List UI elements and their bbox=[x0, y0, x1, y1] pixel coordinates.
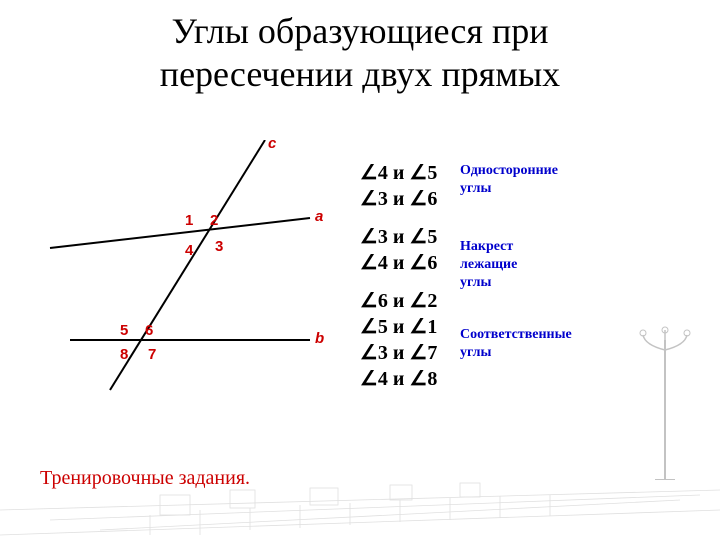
angle-group: ∠3 и ∠5∠4 и ∠6Накрест лежащие углы bbox=[360, 224, 437, 276]
diagram-svg bbox=[20, 140, 340, 400]
angle-group: ∠6 и ∠2∠5 и ∠1∠3 и ∠7∠4 и ∠8Соответствен… bbox=[360, 288, 437, 392]
angle-pair: ∠5 и ∠1 bbox=[360, 314, 437, 340]
title-line-2: пересечении двух прямых bbox=[160, 54, 560, 94]
line-a bbox=[50, 218, 310, 248]
angle-label-1: 1 bbox=[185, 212, 193, 229]
category-label: Соответственные углы bbox=[460, 326, 572, 362]
line-label-c: c bbox=[268, 135, 276, 152]
category-label: Накрест лежащие углы bbox=[460, 238, 517, 293]
angle-pair: ∠6 и ∠2 bbox=[360, 288, 437, 314]
category-label: Односторонние углы bbox=[460, 162, 558, 198]
angle-pair: ∠3 и ∠5 bbox=[360, 224, 437, 250]
angle-label-6: 6 bbox=[145, 322, 153, 339]
angle-pair: ∠4 и ∠6 bbox=[360, 250, 437, 276]
angle-list: ∠4 и ∠5∠3 и ∠6Односторонние углы∠3 и ∠5∠… bbox=[360, 160, 437, 404]
angle-pair: ∠3 и ∠7 bbox=[360, 340, 437, 366]
angle-label-2: 2 bbox=[210, 212, 218, 229]
angle-pair: ∠4 и ∠5 bbox=[360, 160, 437, 186]
angle-label-7: 7 bbox=[148, 346, 156, 363]
city-decoration-icon bbox=[0, 440, 720, 540]
angle-label-3: 3 bbox=[215, 238, 223, 255]
angle-label-4: 4 bbox=[185, 242, 193, 259]
angle-pair: ∠4 и ∠8 bbox=[360, 366, 437, 392]
angle-pair: ∠3 и ∠6 bbox=[360, 186, 437, 212]
line-label-a: a bbox=[315, 208, 323, 225]
angle-label-8: 8 bbox=[120, 346, 128, 363]
line-c bbox=[110, 140, 265, 390]
title-line-1: Углы образующиеся при bbox=[172, 11, 549, 51]
geometry-diagram: a b c 12345678 bbox=[20, 140, 340, 400]
angle-group: ∠4 и ∠5∠3 и ∠6Односторонние углы bbox=[360, 160, 437, 212]
line-label-b: b bbox=[315, 330, 324, 347]
angle-label-5: 5 bbox=[120, 322, 128, 339]
